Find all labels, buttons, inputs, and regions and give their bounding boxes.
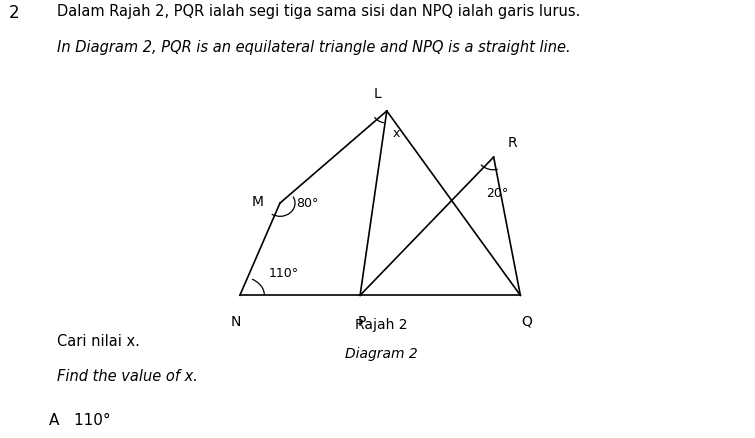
- Text: 2: 2: [9, 4, 20, 22]
- Text: N: N: [231, 314, 242, 328]
- Text: R: R: [507, 136, 517, 150]
- Text: Diagram 2: Diagram 2: [344, 346, 418, 360]
- Text: Dalam Rajah 2, PQR ialah segi tiga sama sisi dan NPQ ialah garis lurus.: Dalam Rajah 2, PQR ialah segi tiga sama …: [57, 4, 580, 19]
- Text: P: P: [357, 314, 365, 328]
- Text: L: L: [374, 87, 381, 101]
- Text: A   110°: A 110°: [49, 412, 111, 427]
- Text: x: x: [393, 127, 400, 140]
- Text: Cari nilai x.: Cari nilai x.: [57, 333, 140, 348]
- Text: 110°: 110°: [269, 266, 299, 279]
- Text: Find the value of x.: Find the value of x.: [57, 368, 198, 383]
- Text: 20°: 20°: [486, 186, 508, 199]
- Text: In Diagram 2, PQR is an equilateral triangle and NPQ is a straight line.: In Diagram 2, PQR is an equilateral tria…: [57, 39, 570, 54]
- Text: 80°: 80°: [297, 196, 319, 209]
- Text: M: M: [251, 194, 263, 208]
- Text: Rajah 2: Rajah 2: [355, 318, 407, 332]
- Text: Q: Q: [521, 314, 532, 328]
